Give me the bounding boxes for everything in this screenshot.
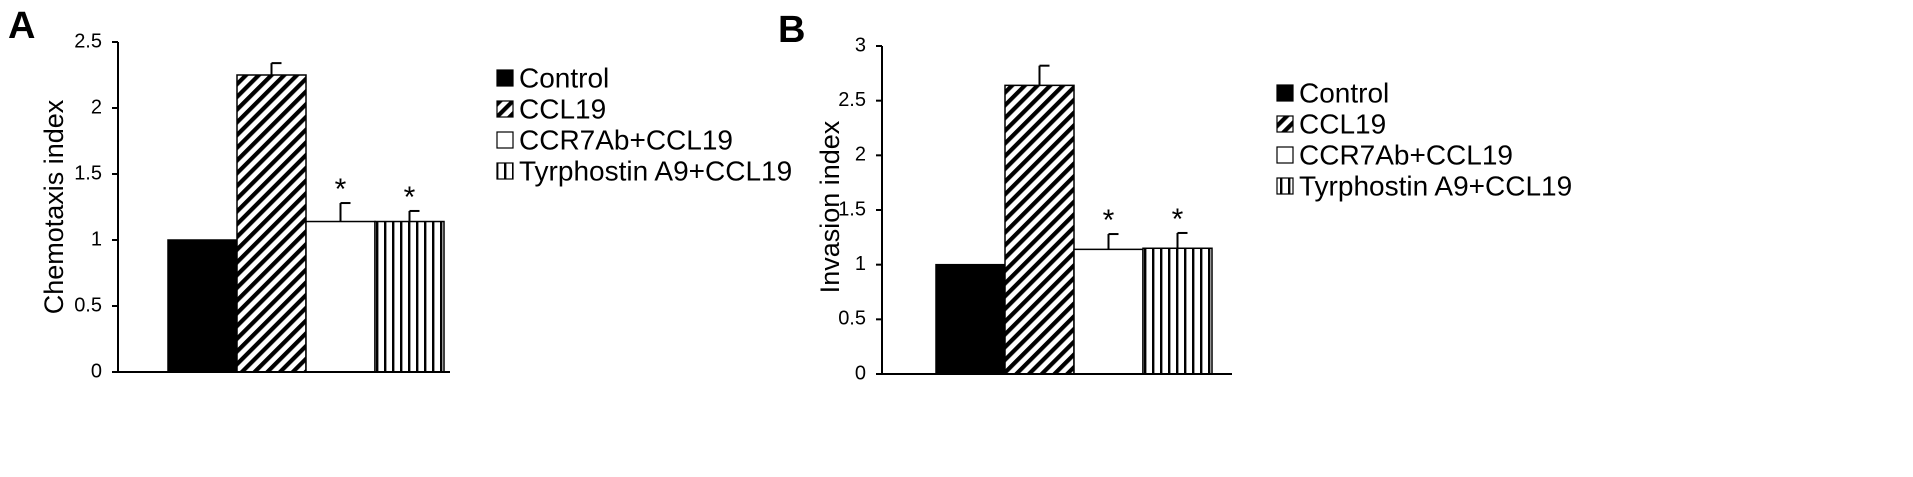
y-tick-label: 1.5 [74,162,102,184]
bar-ccr7ab-ccl19 [1073,248,1144,375]
significance-marker: * [1172,203,1184,236]
y-tick-label: 0.5 [74,294,102,316]
y-tick-label: 2.5 [74,30,102,52]
legend-swatch [1276,146,1294,164]
y-axis-label: Chemotaxis index [39,99,69,314]
legend-label: CCL19 [1299,108,1386,139]
panel-letter: B [778,9,805,51]
bar-ccl19 [236,74,307,373]
bar-control [935,263,1006,375]
y-tick-label: 2 [855,144,866,166]
legend-swatch [496,162,514,180]
y-tick-label: 2.5 [838,89,866,111]
y-tick-label: 0.5 [838,308,866,330]
legend-label: CCR7Ab+CCL19 [1299,139,1513,170]
legend-swatch [1276,84,1294,102]
bar-control [167,239,238,373]
legend-label: Tyrphostin A9+CCL19 [1299,170,1572,201]
y-tick-label: 1 [91,228,102,250]
legend-swatch [496,69,514,87]
legend-swatch [1276,177,1294,195]
legend-swatch [496,131,514,149]
significance-marker: * [404,181,416,214]
y-axis-label: Invasion index [815,120,845,293]
bar-tyrphostin-a9-ccl19 [1142,247,1213,375]
legend-swatch [496,100,514,118]
bar-ccr7ab-ccl19 [305,220,376,373]
y-tick-label: 0 [855,362,866,384]
legend-swatch [1276,115,1294,133]
legend-label: CCL19 [519,93,606,124]
panel-b: B Invasion index * * 0 0.5 1 1.5 2 2.5 3 ControlCCL… [778,9,1572,384]
legend-label: Tyrphostin A9+CCL19 [519,155,792,186]
y-tick-label: 1.5 [838,198,866,220]
y-tick-label: 0 [91,360,102,382]
legend-label: Control [519,62,609,93]
y-tick-label: 1 [855,253,866,275]
significance-marker: * [1103,204,1115,237]
legend-label: CCR7Ab+CCL19 [519,124,733,155]
y-tick-label: 2 [91,96,102,118]
bar-tyrphostin-a9-ccl19 [374,220,445,373]
panel-letter: A [8,5,35,47]
legend-label: Control [1299,77,1389,108]
bar-ccl19 [1004,84,1075,375]
significance-marker: * [335,173,347,206]
y-tick-label: 3 [855,34,866,56]
